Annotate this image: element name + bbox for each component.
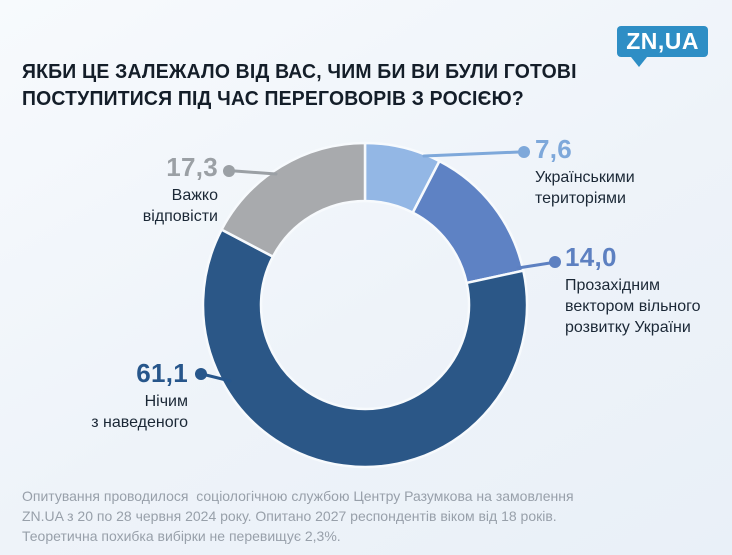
callout-hard-to-answer: 17,3 Важко відповісти (58, 152, 218, 227)
label-pro-western-vector: Прозахідним вектором вільного розвитку У… (565, 277, 701, 336)
value-ukrainian-territories: 7,6 (535, 134, 573, 164)
donut-segment (220, 141, 367, 258)
leader-dot-hard-to-answer (223, 165, 235, 177)
leader-dot-ukrainian-territories (518, 146, 530, 158)
donut-segments (201, 141, 529, 469)
donut-segment (201, 228, 529, 469)
logo-speech-tail-icon (631, 57, 648, 67)
leader-lines (195, 146, 561, 383)
leader-line-pro-western-vector (516, 261, 552, 270)
callout-pro-western-vector: 14,0 Прозахідним вектором вільного розви… (565, 242, 725, 338)
donut-segment (411, 159, 525, 285)
label-none-of-the-above: Нічим з наведеного (91, 393, 188, 431)
chart-title: ЯКБИ ЦЕ ЗАЛЕЖАЛО ВІД ВАС, ЧИМ БИ ВИ БУЛИ… (22, 61, 577, 110)
value-none-of-the-above: 61,1 (136, 358, 188, 388)
value-pro-western-vector: 14,0 (565, 242, 617, 272)
leader-line-ukrainian-territories (422, 150, 521, 158)
leader-dot-none-of-the-above (195, 368, 207, 380)
label-ukrainian-territories: Українськими територіями (535, 169, 635, 207)
label-hard-to-answer: Важко відповісти (142, 187, 218, 225)
leader-line-hard-to-answer (233, 169, 278, 176)
callout-none-of-the-above: 61,1 Нічим з наведеного (28, 358, 188, 433)
value-hard-to-answer: 17,3 (166, 152, 218, 182)
survey-methodology-note: Опитування проводилося соціологічною слу… (22, 488, 574, 544)
znua-logo-text: ZN,UA (626, 28, 699, 54)
leader-dot-pro-western-vector (549, 256, 561, 268)
leader-line-none-of-the-above (204, 373, 232, 383)
znua-logo: ZN,UA (617, 26, 708, 67)
callout-ukrainian-territories: 7,6 Українськими територіями (535, 134, 705, 209)
